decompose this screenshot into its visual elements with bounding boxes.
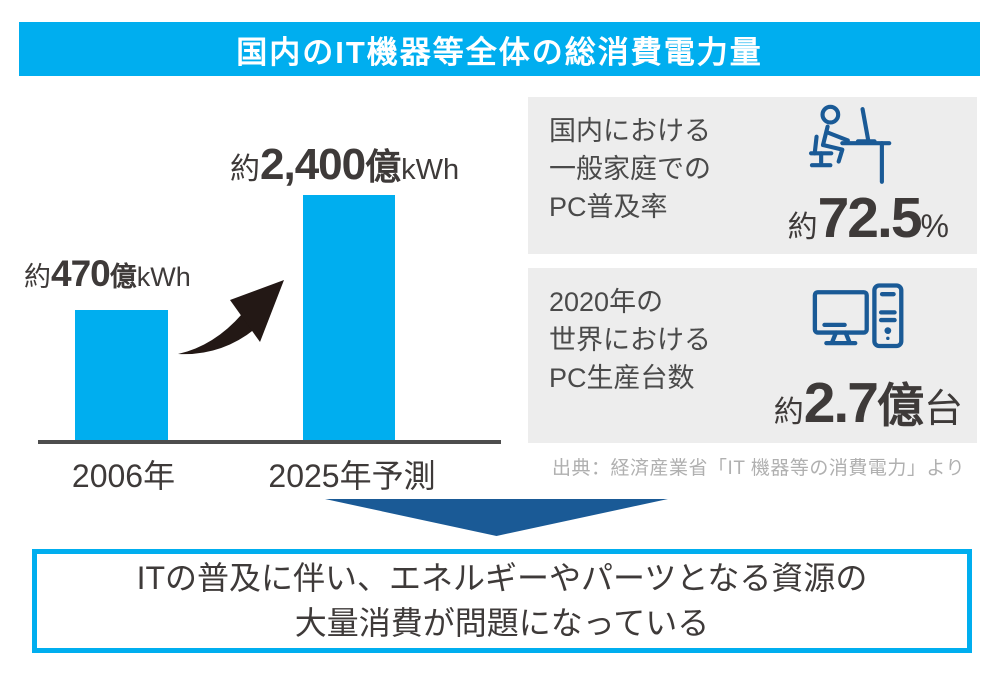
info-box-pc-production: 2020年の 世界における PC生産台数 約 2.7 億 台 <box>528 268 977 443</box>
value-unit: 台 <box>923 388 963 431</box>
value-approx: 約 <box>787 211 818 244</box>
desktop-pc-icon <box>812 283 904 349</box>
title-banner: 国内のIT機器等全体の総消費電力量 <box>19 22 980 76</box>
growth-arrow-icon <box>178 280 284 355</box>
value-number: 470 <box>51 253 111 294</box>
info-text: 国内における 一般家庭での PC普及率 <box>549 112 711 226</box>
value-number: 2,400 <box>260 140 366 189</box>
category-label-2006: 2006年 <box>71 458 176 494</box>
value-unit-kanji: 億 <box>876 379 924 432</box>
info-line: 一般家庭での <box>549 154 711 184</box>
pc-penetration-value: 約 72.5 % <box>788 185 949 251</box>
info-line: 2020年の <box>549 287 664 317</box>
page-title: 国内のIT機器等全体の総消費電力量 <box>236 34 763 70</box>
source-citation: 出典：経済産業省「IT 機器等の消費電力」より <box>552 458 965 479</box>
value-approx: 約 <box>230 153 260 186</box>
bar-2006 <box>75 310 168 441</box>
info-line: PC生産台数 <box>549 363 695 393</box>
value-unit-latin: kWh <box>136 262 191 292</box>
value-number: 2.7 <box>803 371 879 435</box>
info-line: 国内における <box>549 116 711 146</box>
conclusion-box: ITの普及に伴い、エネルギーやパーツとなる資源の 大量消費が問題になっている <box>32 549 972 653</box>
conclusion-line-1: ITの普及に伴い、エネルギーやパーツとなる資源の <box>136 560 868 596</box>
value-approx: 約 <box>24 262 51 292</box>
x-axis-line <box>38 440 501 444</box>
info-box-pc-penetration: 国内における 一般家庭での PC普及率 約 72.5 % <box>528 97 977 254</box>
info-line: 世界における <box>549 325 711 355</box>
person-at-desk-icon <box>808 104 892 184</box>
bar-2025 <box>303 195 395 441</box>
bar-value-label-2025: 約 2,400 億 kWh <box>230 138 459 190</box>
bar-value-label-2006: 約 470 億 kWh <box>24 253 191 295</box>
down-arrow-icon <box>325 499 668 536</box>
value-unit-kanji: 億 <box>109 262 137 292</box>
category-label-2025: 2025年予測 <box>268 458 436 494</box>
value-approx: 約 <box>773 396 804 429</box>
info-text: 2020年の 世界における PC生産台数 <box>549 283 711 397</box>
conclusion-line-2: 大量消費が問題になっている <box>294 605 710 641</box>
value-unit-latin: kWh <box>401 154 460 186</box>
info-line: PC普及率 <box>549 192 668 222</box>
value-unit: % <box>920 208 949 244</box>
pc-production-value: 約 2.7 億 台 <box>774 367 963 436</box>
value-unit-kanji: 億 <box>365 146 402 187</box>
value-number: 72.5 <box>817 186 923 250</box>
